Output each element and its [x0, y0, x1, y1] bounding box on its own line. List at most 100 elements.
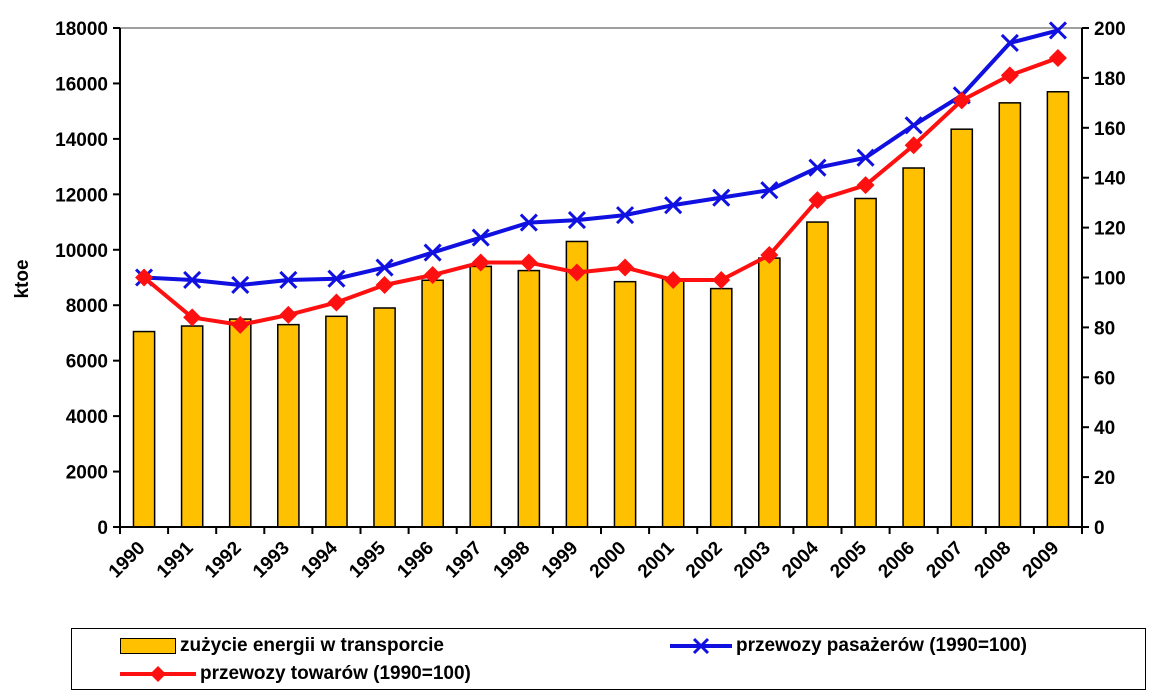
- bar-1999: [565, 240, 589, 528]
- point-cross: [375, 258, 394, 277]
- point-diamond: [1000, 66, 1019, 85]
- y-axis-title: ktoe: [12, 259, 33, 298]
- point-cross: [808, 158, 827, 177]
- point-diamond: [567, 263, 586, 282]
- bar-2009: [1046, 91, 1070, 528]
- legend-label-goods: przewozy towarów (1990=100): [200, 663, 471, 684]
- bar-1991: [180, 325, 204, 528]
- x-tick-label: 1995: [345, 537, 390, 582]
- x-tick-label: 2001: [634, 537, 679, 582]
- point-cross: [856, 148, 875, 167]
- diamond-marker-icon: [120, 666, 196, 682]
- point-cross: [471, 228, 490, 247]
- point-diamond: [471, 253, 490, 272]
- bar-2001: [661, 278, 685, 528]
- x-tick-label: 2005: [826, 537, 871, 582]
- point-cross: [664, 196, 683, 215]
- bar-1993: [277, 323, 300, 528]
- y-tick-label: 14000: [55, 130, 108, 151]
- point-diamond: [760, 246, 779, 265]
- legend-label-passengers: przewozy pasażerów (1990=100): [736, 635, 1027, 656]
- point-diamond: [279, 305, 298, 324]
- cross-marker-icon: [670, 637, 732, 655]
- point-cross: [712, 188, 731, 207]
- point-diamond: [327, 293, 346, 312]
- point-cross: [423, 243, 442, 262]
- y2-tick-label: 60: [1094, 368, 1115, 389]
- x-tick-label: 2008: [971, 538, 1016, 583]
- bar-swatch-icon: [120, 638, 176, 654]
- point-diamond: [664, 270, 683, 289]
- point-cross: [279, 270, 298, 290]
- bar-1998: [517, 269, 541, 528]
- x-tick-label: 2009: [1019, 538, 1064, 583]
- bar-2004: [806, 221, 829, 528]
- y-tick-label: 10000: [55, 241, 108, 262]
- y2-tick-label: 80: [1094, 318, 1115, 339]
- bar-1996: [421, 279, 444, 528]
- y2-tick-label: 0: [1094, 518, 1105, 539]
- point-cross: [1000, 33, 1019, 53]
- point-diamond: [616, 258, 635, 277]
- y2-tick-label: 200: [1094, 19, 1126, 40]
- point-diamond: [519, 253, 538, 272]
- y2-tick-label: 120: [1094, 219, 1126, 240]
- x-tick-label: 2007: [922, 538, 967, 583]
- x-tick-label: 2004: [778, 537, 823, 582]
- point-cross: [904, 116, 923, 135]
- x-tick-label: 2000: [586, 538, 631, 583]
- y2-tick-label: 40: [1094, 418, 1115, 439]
- y2-tick-label: 160: [1094, 119, 1126, 140]
- bar-2002: [709, 287, 733, 528]
- plot-area: 0200040006000800010000120001400016000180…: [55, 19, 1126, 582]
- point-diamond: [712, 270, 731, 289]
- y2-tick-label: 20: [1094, 468, 1115, 489]
- point-diamond: [808, 191, 827, 210]
- y-tick-label: 4000: [66, 407, 108, 428]
- point-diamond: [231, 315, 250, 334]
- y2-tick-label: 100: [1094, 269, 1126, 290]
- y2-tick-label: 140: [1094, 169, 1126, 190]
- bar-2005: [854, 197, 877, 528]
- bar-2006: [902, 167, 925, 528]
- x-tick-label: 1991: [153, 537, 198, 582]
- point-cross: [183, 270, 202, 290]
- bar-2007: [950, 128, 974, 528]
- point-cross: [327, 269, 346, 288]
- point-diamond: [904, 136, 923, 155]
- x-tick-label: 1999: [538, 538, 583, 583]
- bar-1995: [373, 307, 396, 528]
- y2-tick-label: 180: [1094, 69, 1126, 90]
- series-line-x: [143, 28, 1059, 287]
- x-tick-label: 1998: [490, 538, 535, 583]
- legend-item-passengers: przewozy pasażerów (1990=100): [670, 635, 1027, 657]
- bar-1990: [132, 330, 156, 528]
- legend-item-goods: przewozy towarów (1990=100): [120, 663, 471, 685]
- x-tick-label: 2003: [730, 538, 775, 583]
- bar-1992: [228, 318, 252, 528]
- point-cross: [567, 211, 587, 230]
- point-diamond: [135, 268, 154, 287]
- point-cross: [760, 181, 779, 200]
- legend-label-bars: zużycie energii w transporcie: [180, 635, 444, 656]
- bar-1997: [469, 265, 493, 528]
- y-tick-label: 8000: [66, 296, 108, 317]
- bar-2000: [613, 280, 637, 528]
- point-diamond: [856, 176, 875, 195]
- y-tick-label: 16000: [55, 74, 108, 95]
- series-line-diamond: [142, 56, 1059, 327]
- chart: 0200040006000800010000120001400016000180…: [12, 19, 1126, 582]
- point-diamond: [423, 266, 442, 285]
- x-tick-label: 1994: [297, 537, 342, 582]
- x-tick-label: 1993: [249, 538, 294, 583]
- y-tick-label: 2000: [66, 463, 108, 484]
- bar-2008: [998, 102, 1022, 528]
- y-tick-label: 0: [97, 518, 108, 539]
- x-tick-label: 2006: [874, 538, 919, 583]
- point-diamond: [183, 308, 202, 327]
- y-tick-label: 12000: [55, 185, 108, 206]
- y-tick-label: 6000: [66, 352, 108, 373]
- bar-2003: [758, 257, 781, 528]
- point-cross: [519, 213, 538, 232]
- bar-1994: [325, 315, 348, 528]
